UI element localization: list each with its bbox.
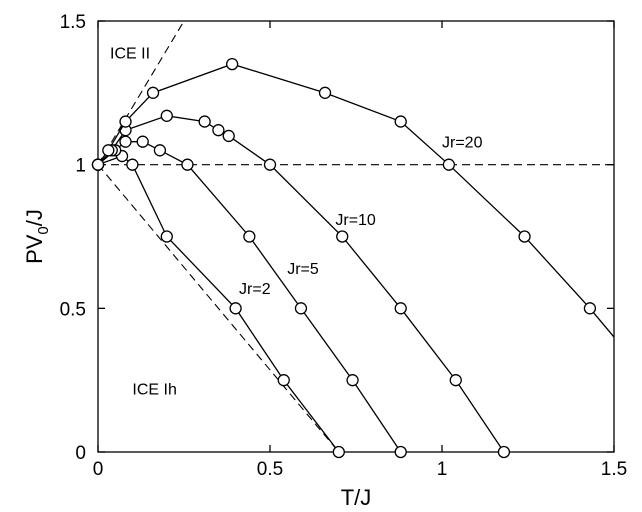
series-line xyxy=(98,63,614,338)
data-point xyxy=(160,230,173,243)
series-label: Jr=2 xyxy=(239,281,271,298)
y-tick-label: 1 xyxy=(75,156,86,177)
data-point xyxy=(226,57,239,71)
x-tick-label: 0 xyxy=(93,459,104,480)
data-point xyxy=(277,374,290,387)
y-tick-label: 0.5 xyxy=(60,299,86,320)
series-line xyxy=(98,141,402,452)
region-label: ICE II xyxy=(110,45,150,62)
data-point xyxy=(181,158,194,171)
x-tick-label: 1.5 xyxy=(601,459,627,480)
data-point xyxy=(263,158,277,171)
ice-ii-boundary-line xyxy=(97,20,185,165)
data-point xyxy=(91,158,105,171)
region-label: ICE Ih xyxy=(132,382,176,399)
data-point xyxy=(119,135,132,148)
ice-ih-boundary-line xyxy=(97,164,340,453)
series-jr-20 xyxy=(91,57,614,338)
data-point xyxy=(394,302,407,315)
x-axis-title: T/J xyxy=(341,485,372,510)
data-point xyxy=(126,158,139,171)
data-point xyxy=(229,302,242,315)
series-jr-2 xyxy=(91,149,345,459)
data-point xyxy=(318,86,332,99)
data-point xyxy=(497,445,511,459)
data-point xyxy=(136,135,149,148)
data-point xyxy=(583,302,597,315)
data-point xyxy=(102,144,115,157)
data-point xyxy=(198,115,211,128)
data-point xyxy=(212,124,225,137)
y-tick-label: 1.5 xyxy=(60,12,86,33)
series-label: Jr=20 xyxy=(442,134,483,151)
series-label: Jr=5 xyxy=(287,261,319,278)
data-point xyxy=(442,158,456,171)
y-axis-title: PV0/J xyxy=(22,209,52,264)
data-point xyxy=(518,230,531,243)
data-point xyxy=(394,115,407,128)
data-point xyxy=(332,445,345,459)
y-tick-label: 0 xyxy=(75,443,86,464)
plot-frame xyxy=(97,20,615,453)
series-label: Jr=10 xyxy=(335,212,376,229)
data-point xyxy=(243,230,256,243)
x-tick-label: 0.5 xyxy=(257,459,283,480)
data-point xyxy=(394,445,407,459)
data-point xyxy=(346,374,359,387)
data-point xyxy=(119,115,132,128)
y-axis-title-tail: /J xyxy=(22,209,47,226)
data-point xyxy=(336,230,349,243)
data-point xyxy=(294,302,308,315)
y-axis-title-main: PV xyxy=(22,234,47,264)
y-axis-title-subscript: 0 xyxy=(35,226,52,234)
data-point xyxy=(160,109,173,122)
data-point xyxy=(449,374,462,387)
data-point xyxy=(146,86,160,99)
data-point xyxy=(222,129,235,143)
x-tick-label: 1 xyxy=(437,459,448,480)
data-point xyxy=(153,144,167,157)
